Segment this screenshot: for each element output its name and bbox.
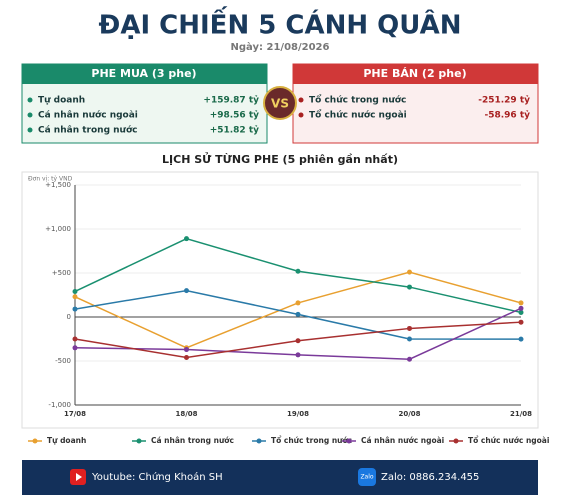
point: [184, 354, 189, 360]
point: [295, 300, 301, 306]
title: ĐẠI CHIẾN 5 CÁNH QUÂN: [99, 6, 462, 41]
chart-frame: [21, 171, 539, 429]
point: [407, 336, 412, 342]
legend-dot: [32, 438, 38, 444]
legend-dot: [256, 438, 262, 444]
vs-badge: [263, 86, 297, 120]
point: [295, 338, 301, 344]
point: [184, 236, 189, 242]
point: [518, 300, 524, 306]
date: Ngày: 21/08/2026: [231, 41, 330, 53]
y-tick-label: +1,500: [45, 181, 71, 189]
legend-label: Tổ chức nước ngoài: [468, 436, 549, 445]
chart-title: LỊCH SỬ TỪNG PHE (5 phiên gần nhất): [162, 152, 398, 166]
legend-label: Cá nhân trong nước: [151, 436, 234, 445]
row-value: -251.29 tỷ: [478, 95, 530, 106]
point: [518, 336, 524, 342]
y-tick-label: 0: [67, 313, 71, 321]
point: [407, 325, 412, 331]
x-tick-label: 17/08: [64, 410, 86, 418]
x-tick-label: 20/08: [398, 410, 420, 418]
legend-label: Tổ chức trong nước: [271, 436, 352, 445]
zalo-icon-text: Zalo: [360, 474, 373, 481]
row-value: +98.56 tỷ: [210, 110, 259, 121]
point: [518, 305, 524, 311]
point: [295, 352, 301, 358]
buy-header: [22, 64, 267, 84]
vs-text: VS: [271, 97, 289, 111]
row-label: Tổ chức nước ngoài: [309, 109, 407, 121]
row-label: Cá nhân trong nước: [38, 125, 137, 136]
row-label: Cá nhân nước ngoài: [38, 110, 138, 121]
point: [72, 306, 78, 312]
x-tick-label: 21/08: [510, 410, 532, 418]
point: [72, 336, 78, 342]
sell-header: [293, 64, 538, 84]
bullet: [27, 112, 33, 118]
point: [407, 269, 412, 275]
point: [407, 284, 412, 290]
point: [184, 288, 189, 294]
point: [295, 268, 301, 274]
bullet: [27, 127, 33, 133]
y-tick-label: -1,000: [48, 401, 71, 409]
bullet: [27, 97, 33, 103]
row-label: Tổ chức trong nước: [309, 94, 406, 106]
row-value: -58.96 tỷ: [484, 110, 530, 121]
zalo: Zalo: 0886.234.455: [381, 472, 479, 483]
zalo-icon: [358, 468, 376, 486]
point: [518, 319, 524, 325]
row-value: +51.82 tỷ: [210, 125, 259, 136]
youtube-play: [76, 473, 82, 481]
point: [72, 345, 78, 351]
youtube: Youtube: Chứng Khoán SH: [91, 471, 223, 483]
legend-label: Cá nhân nước ngoài: [361, 436, 444, 445]
point: [72, 288, 78, 294]
y-tick-label: -500: [55, 357, 71, 365]
legend-dot: [136, 438, 142, 444]
legend-dot: [346, 438, 352, 444]
footer: [22, 460, 538, 495]
sell-title: PHE BÁN (2 phe): [363, 67, 466, 80]
row-value: +159.87 tỷ: [203, 95, 259, 106]
point: [295, 311, 301, 317]
point: [518, 309, 524, 315]
row-label: Tự doanh: [38, 96, 85, 106]
point: [184, 347, 189, 353]
unit: Đơn vị: tỷ VND: [28, 176, 73, 183]
y-tick-label: +1,000: [45, 225, 71, 233]
x-tick-label: 18/08: [175, 410, 197, 418]
point: [407, 356, 412, 362]
y-tick-label: +500: [52, 269, 71, 277]
bullet: [298, 97, 304, 103]
point: [72, 294, 78, 300]
buy-title: PHE MUA (3 phe): [91, 67, 196, 80]
bullet: [298, 112, 304, 118]
legend-dot: [453, 438, 459, 444]
legend-label: Tự doanh: [47, 436, 86, 445]
x-tick-label: 19/08: [287, 410, 309, 418]
